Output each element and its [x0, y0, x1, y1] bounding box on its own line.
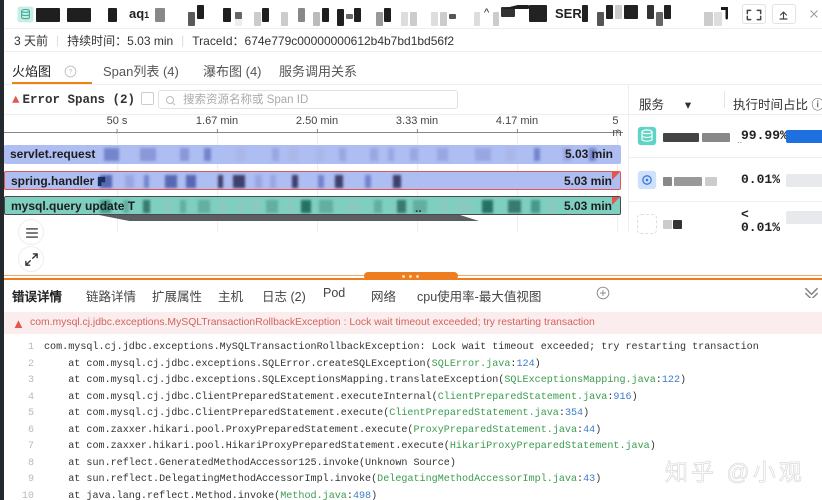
svg-text:?: ? [69, 69, 73, 76]
